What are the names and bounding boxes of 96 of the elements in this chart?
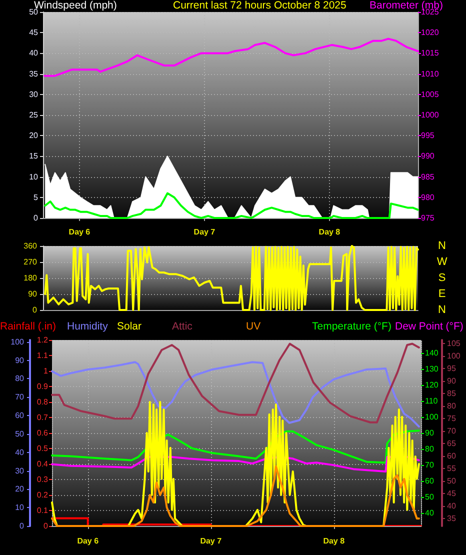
y-tick-label: 70	[447, 426, 456, 436]
y-tick-label: 55	[447, 464, 456, 474]
y2-tick-label: 980	[421, 192, 435, 202]
y-tick-label: 0	[32, 306, 38, 314]
x-tick-label: Day 6	[77, 536, 100, 546]
text: UV	[246, 320, 261, 332]
y-tick-label: 0.9	[36, 382, 49, 391]
y-tick-label: 10	[29, 172, 39, 182]
y3-tick-label: 60	[425, 476, 434, 486]
y-tick-label: 0.5	[36, 444, 49, 453]
y-tick-label: 360	[24, 242, 38, 250]
text: Rainfall (.in)	[0, 320, 56, 332]
text: Humidity	[67, 320, 109, 332]
y-tick-label: 180	[24, 274, 38, 282]
y2-tick-label: 10	[15, 503, 25, 512]
x-tick-label: Day 8	[318, 228, 341, 236]
y-tick-label: 60	[447, 452, 456, 461]
y-tick-label: 45	[447, 489, 456, 498]
y3-tick-label: 130	[425, 364, 439, 374]
y-tick-label: 0.7	[36, 413, 49, 422]
y2-tick-label: 975	[421, 214, 435, 222]
y3-tick-label: 50	[425, 492, 434, 502]
y-tick-label: 30	[29, 90, 39, 99]
y-tick-label: 90	[447, 376, 456, 386]
y-tick-label: 0.1	[36, 506, 49, 515]
y3-tick-label: 140	[425, 348, 439, 358]
y-tick-label: 0.8	[36, 398, 49, 406]
y-tick-label: 1.1	[36, 351, 49, 360]
y2-tick-label: 60	[15, 411, 25, 420]
x-tick-label: Day 7	[194, 228, 216, 236]
y-tick-label: 1.2	[36, 336, 49, 344]
x-tick-label: Day 7	[200, 536, 222, 546]
text: S	[438, 272, 446, 284]
y-tick-label: 65	[447, 439, 456, 448]
y2-tick-label: 100	[10, 337, 25, 346]
x-tick-label: Day 6	[68, 228, 91, 236]
text: Temperature (°F)	[312, 320, 392, 332]
y2-tick-label: 40	[15, 448, 25, 457]
line-series	[51, 361, 420, 428]
y-tick-label: 105	[447, 339, 461, 348]
y3-tick-label: 70	[425, 460, 434, 470]
y-tick-label: 85	[447, 389, 456, 398]
text: W	[436, 256, 448, 268]
y-tick-label: 35	[447, 514, 456, 524]
y-tick-label: 40	[29, 48, 39, 58]
y3-tick-label: 90	[425, 428, 434, 438]
y-tick-label: 40	[447, 502, 456, 511]
y2-tick-label: 1020	[421, 28, 440, 38]
y-tick-label: 5	[34, 192, 39, 202]
y-tick-label: 25	[29, 110, 39, 120]
chart-title: Current last 72 hours October 8 2025	[173, 0, 347, 12]
y-tick-label: 270	[24, 258, 38, 266]
y2-tick-label: 50	[15, 429, 25, 438]
series-label: Attic	[172, 320, 192, 332]
y2-tick-label: 1000	[421, 110, 440, 120]
y-tick-label: 0	[34, 214, 39, 222]
line-series	[51, 342, 420, 424]
y-tick-label: 15	[29, 152, 39, 161]
y2-tick-label: 90	[15, 356, 25, 365]
y-tick-label: 35	[29, 69, 39, 78]
y3-tick-label: 80	[425, 444, 434, 454]
y-tick-label: 45	[29, 28, 39, 38]
text: Solar	[117, 320, 142, 332]
y2-tick-label: 70	[15, 392, 25, 402]
x-tick-label: Day 8	[323, 536, 346, 546]
y2-tick-label: 20	[15, 484, 25, 494]
y2-tick-label: 985	[421, 172, 435, 182]
y-tick-label: 95	[447, 364, 456, 374]
line-series	[51, 456, 420, 472]
y-tick-label: 80	[447, 402, 456, 411]
text: E	[438, 288, 446, 300]
text: Dew Point (°F)	[395, 320, 464, 332]
y2-tick-label: 995	[421, 131, 435, 140]
y2-tick-label: 1015	[421, 48, 440, 58]
y-tick-label: 100	[447, 352, 461, 361]
y3-tick-label: 100	[425, 412, 439, 422]
y-tick-label: 0.6	[36, 428, 49, 438]
y-tick-label: 50	[447, 476, 456, 486]
y3-tick-label: 110	[425, 396, 438, 406]
y-tick-label: 0.3	[36, 475, 49, 484]
y3-tick-label: 40	[425, 508, 434, 518]
y2-tick-label: 1010	[421, 69, 440, 78]
y2-tick-label: 80	[15, 374, 25, 384]
y2-tick-label: 1005	[421, 90, 440, 99]
y-tick-label: 75	[447, 414, 456, 424]
y-tick-label: 90	[28, 290, 38, 298]
text: N	[438, 304, 446, 316]
y-tick-label: 0	[44, 522, 49, 530]
y-tick-label: 0.2	[36, 490, 49, 500]
y-tick-label: 0.4	[36, 460, 49, 468]
text: N	[438, 240, 446, 252]
y3-tick-label: 120	[425, 380, 439, 390]
y-tick-label: 1	[44, 366, 49, 376]
y2-tick-label: 30	[15, 466, 25, 476]
y2-tick-label: 990	[421, 152, 435, 161]
y-tick-label: 20	[29, 131, 39, 140]
